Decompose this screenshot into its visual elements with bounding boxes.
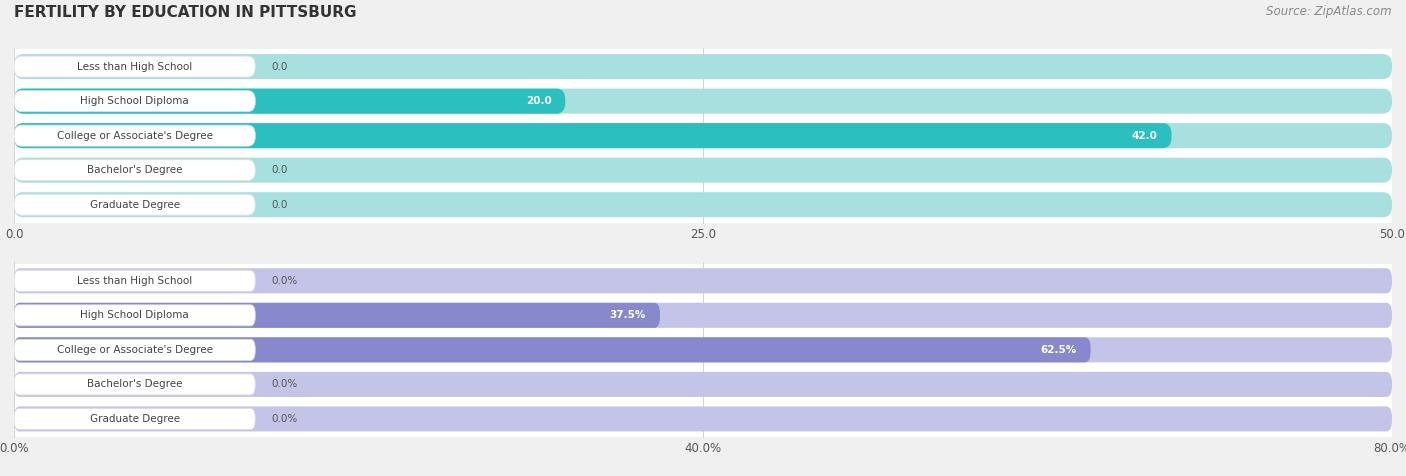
FancyBboxPatch shape bbox=[14, 125, 256, 146]
FancyBboxPatch shape bbox=[14, 270, 256, 291]
Text: High School Diploma: High School Diploma bbox=[80, 310, 188, 320]
FancyBboxPatch shape bbox=[14, 408, 256, 429]
Text: High School Diploma: High School Diploma bbox=[80, 96, 188, 106]
Text: Graduate Degree: Graduate Degree bbox=[90, 414, 180, 424]
FancyBboxPatch shape bbox=[14, 89, 1392, 114]
Bar bbox=[14, 119, 1392, 153]
FancyBboxPatch shape bbox=[14, 56, 256, 77]
Text: 37.5%: 37.5% bbox=[610, 310, 647, 320]
FancyBboxPatch shape bbox=[14, 90, 256, 112]
FancyBboxPatch shape bbox=[14, 305, 256, 326]
Bar bbox=[14, 153, 1392, 188]
FancyBboxPatch shape bbox=[14, 407, 1392, 431]
Text: 0.0%: 0.0% bbox=[271, 276, 298, 286]
FancyBboxPatch shape bbox=[14, 339, 256, 360]
FancyBboxPatch shape bbox=[14, 123, 1392, 148]
Text: 42.0: 42.0 bbox=[1132, 130, 1157, 141]
Text: FERTILITY BY EDUCATION IN PITTSBURG: FERTILITY BY EDUCATION IN PITTSBURG bbox=[14, 5, 357, 20]
FancyBboxPatch shape bbox=[14, 374, 256, 395]
Text: Less than High School: Less than High School bbox=[77, 61, 193, 71]
FancyBboxPatch shape bbox=[14, 123, 1171, 148]
Bar bbox=[14, 298, 1392, 333]
FancyBboxPatch shape bbox=[14, 54, 1392, 79]
Text: College or Associate's Degree: College or Associate's Degree bbox=[56, 345, 212, 355]
Text: Source: ZipAtlas.com: Source: ZipAtlas.com bbox=[1267, 5, 1392, 18]
FancyBboxPatch shape bbox=[14, 194, 256, 215]
FancyBboxPatch shape bbox=[14, 268, 1392, 293]
Text: Bachelor's Degree: Bachelor's Degree bbox=[87, 379, 183, 389]
FancyBboxPatch shape bbox=[14, 337, 1392, 362]
Bar bbox=[14, 333, 1392, 367]
Bar bbox=[14, 50, 1392, 84]
Bar bbox=[14, 188, 1392, 222]
FancyBboxPatch shape bbox=[14, 303, 659, 328]
Bar bbox=[14, 402, 1392, 436]
FancyBboxPatch shape bbox=[14, 158, 1392, 183]
Bar bbox=[14, 264, 1392, 298]
Text: Graduate Degree: Graduate Degree bbox=[90, 200, 180, 210]
FancyBboxPatch shape bbox=[14, 192, 1392, 217]
Bar bbox=[14, 84, 1392, 119]
Text: 20.0: 20.0 bbox=[526, 96, 551, 106]
FancyBboxPatch shape bbox=[14, 372, 1392, 397]
Text: 0.0: 0.0 bbox=[271, 165, 288, 175]
Text: 0.0: 0.0 bbox=[271, 61, 288, 71]
Text: 0.0%: 0.0% bbox=[271, 379, 298, 389]
Bar bbox=[14, 367, 1392, 402]
Text: 0.0%: 0.0% bbox=[271, 414, 298, 424]
FancyBboxPatch shape bbox=[14, 89, 565, 114]
Text: 62.5%: 62.5% bbox=[1040, 345, 1077, 355]
Text: College or Associate's Degree: College or Associate's Degree bbox=[56, 130, 212, 141]
Text: Less than High School: Less than High School bbox=[77, 276, 193, 286]
FancyBboxPatch shape bbox=[14, 159, 256, 181]
FancyBboxPatch shape bbox=[14, 303, 1392, 328]
Text: Bachelor's Degree: Bachelor's Degree bbox=[87, 165, 183, 175]
Text: 0.0: 0.0 bbox=[271, 200, 288, 210]
FancyBboxPatch shape bbox=[14, 337, 1091, 362]
